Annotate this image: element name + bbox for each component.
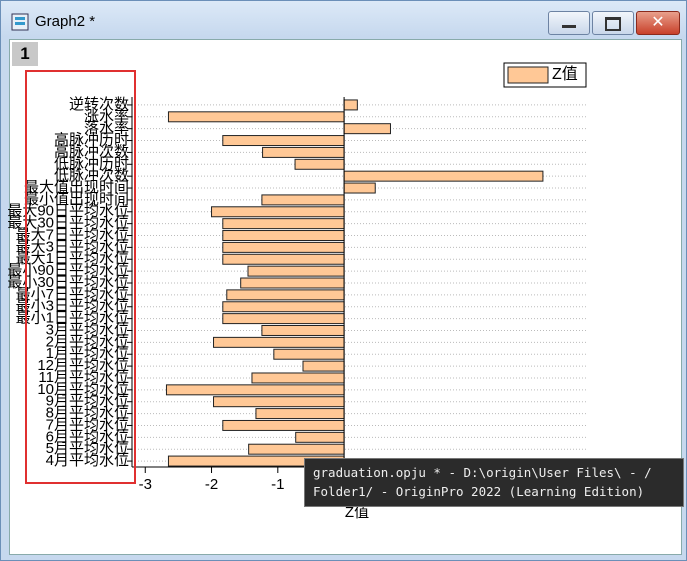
bar [261,324,345,336]
legend-label: Z值 [552,65,578,83]
bar [251,372,345,384]
close-button[interactable]: ✕ [636,11,680,35]
y-tick-label: 最小值出现时间 [24,191,129,208]
y-tick-label: 12月平均水位 [37,357,129,374]
y-tick-label: 最小30日平均水位 [7,274,129,291]
y-tick-label: 最小1日平均水位 [16,310,129,327]
bar [222,241,345,253]
y-tick-label: 2月平均水位 [46,333,129,350]
bar [213,396,345,408]
y-tick-label: 落水率 [84,120,129,137]
y-tick-label: 高脉冲历时 [54,132,129,149]
maximize-button[interactable] [592,11,634,35]
bar [165,384,345,396]
bar [295,431,345,443]
bar [262,146,345,158]
y-tick-label: 逆转次数 [69,96,129,113]
bar [240,277,345,289]
bar [343,182,376,194]
bar [343,99,358,111]
bar [255,408,345,420]
window-title: Graph2 * [35,13,96,30]
layer-tab[interactable]: 1 [12,42,38,66]
y-tick-label: 最大1日平均水位 [16,250,129,267]
bar [222,313,345,325]
minimize-button[interactable] [548,11,590,35]
bar [222,253,345,265]
tooltip: graduation.opju * - D:\origin\User Files… [304,458,684,507]
bar [343,170,544,182]
y-tick-label: 最大3日平均水位 [16,238,129,255]
bar [248,443,345,455]
bar [213,336,345,348]
bar [261,194,345,206]
tooltip-line: Folder1/ - OriginPro 2022 (Learning Edit… [313,484,645,499]
bar [273,348,345,360]
y-tick-label: 10月平均水位 [37,381,129,398]
bar [222,230,345,242]
y-tick-label: 8月平均水位 [46,405,129,422]
bar [222,218,345,230]
legend-swatch [507,66,549,84]
x-axis-label: Z值 [345,504,369,521]
y-tick-label: 4月平均水位 [46,452,129,469]
x-tick-label: -1 [271,476,284,493]
bar [222,419,345,431]
bar [302,360,345,372]
app-icon [11,13,29,31]
y-tick-label: 5月平均水位 [46,440,129,457]
y-tick-label: 低脉冲历时 [54,155,129,172]
bar [226,289,345,301]
bar [222,135,345,147]
y-tick-label: 最大90日平均水位 [7,203,129,220]
y-tick-label: 涨水率 [84,108,129,125]
y-tick-label: 3月平均水位 [46,321,129,338]
bar [167,111,345,123]
bar [343,123,391,135]
y-tick-label: 高脉冲次数 [54,143,129,160]
bar [211,206,345,218]
bar [247,265,345,277]
x-tick-label: -3 [139,476,152,493]
y-tick-label: 最小3日平均水位 [16,298,129,315]
bar [294,158,345,170]
y-tick-label: 11月平均水位 [38,369,129,386]
tooltip-line: graduation.opju * - D:\origin\User Files… [313,465,652,480]
y-tick-label: 最大7日平均水位 [16,226,129,243]
y-tick-label: 最大30日平均水位 [7,215,129,232]
annotation-box [25,70,136,484]
y-tick-label: 6月平均水位 [46,428,129,445]
bar [222,301,345,313]
y-tick-label: 低脉冲次数 [54,167,129,184]
y-tick-label: 7月平均水位 [46,416,129,433]
y-tick-label: 最小90日平均水位 [7,262,129,279]
y-tick-label: 最小7日平均水位 [16,286,129,303]
y-tick-label: 1月平均水位 [46,345,129,362]
y-tick-label: 最大值出现时间 [24,179,129,196]
x-tick-label: -2 [205,476,218,493]
y-tick-label: 9月平均水位 [46,393,129,410]
